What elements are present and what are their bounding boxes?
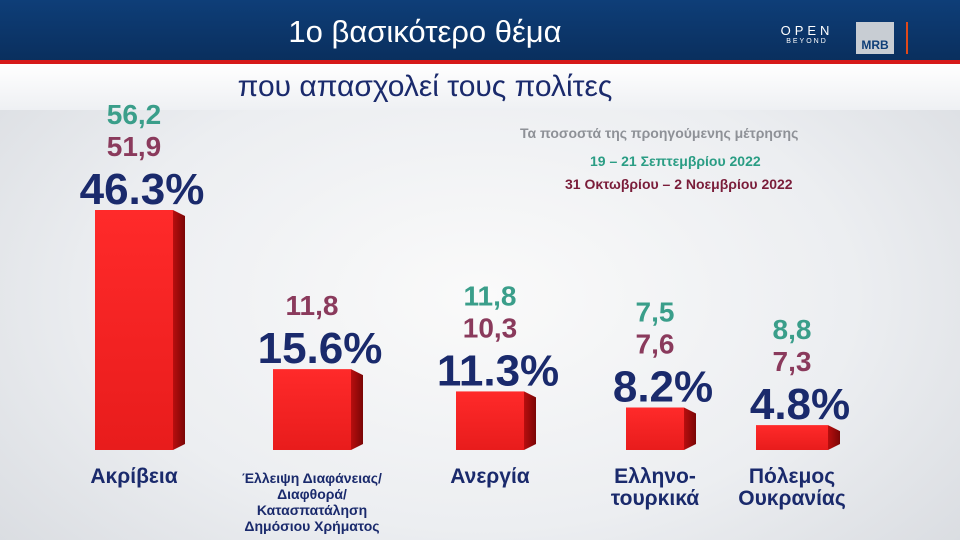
bar <box>273 369 351 450</box>
bar <box>456 391 524 450</box>
value-label: 8.2% <box>613 362 713 411</box>
mrb-logo: MRB <box>856 22 894 54</box>
legend-october: 31 Οκτωβρίου – 2 Νοεμβρίου 2022 <box>565 176 793 192</box>
bar-side <box>351 369 363 450</box>
previous-september-label: 8,8 <box>773 314 812 345</box>
legend-september: 19 – 21 Σεπτεμβρίου 2022 <box>590 153 761 169</box>
category-label: Ουκρανίας <box>738 487 846 510</box>
previous-october-label: 51,9 <box>107 131 162 162</box>
open-beyond-logo: OPEN BEYOND <box>772 24 842 47</box>
subtitle-band: που απασχολεί τους πολίτες <box>0 64 960 110</box>
previous-september-label: 56,2 <box>107 99 162 130</box>
bar <box>756 425 828 450</box>
category-label: τουρκικά <box>611 487 699 510</box>
chart-subtitle: που απασχολεί τους πολίτες <box>237 70 613 103</box>
category-label: Πόλεμος <box>749 465 835 488</box>
category-label: Δημόσιου Χρήματος <box>244 518 379 534</box>
chart-title: 1ο βασικότερο θέμα <box>288 14 562 49</box>
category-label: Ανεργία <box>450 465 530 488</box>
previous-september-label: 11,8 <box>464 280 517 311</box>
value-label: 4.8% <box>750 380 850 429</box>
previous-september-label: 7,5 <box>636 296 675 327</box>
bar-side <box>828 425 840 450</box>
category-label: Διαφθορά/ <box>277 486 347 502</box>
value-label: 11.3% <box>437 346 559 395</box>
bar <box>626 407 684 450</box>
category-label: Ακρίβεια <box>90 465 177 488</box>
legend-note: Τα ποσοστά της προηγούμενης μέτρησης <box>520 125 799 141</box>
category-label: Έλλειψη Διαφάνειας/ <box>242 470 382 486</box>
category-label: Ελληνο- <box>614 465 696 488</box>
bar-side <box>684 407 696 450</box>
open-logo-text: OPEN <box>780 23 834 38</box>
open-logo-tagline: BEYOND <box>786 38 828 45</box>
bar <box>95 210 173 450</box>
previous-october-label: 7,3 <box>773 346 812 377</box>
previous-october-label: 11,8 <box>286 290 339 321</box>
value-label: 15.6% <box>258 324 383 373</box>
category-label: Κατασπατάληση <box>257 502 367 518</box>
bar-side <box>173 210 185 450</box>
previous-october-label: 7,6 <box>636 328 675 359</box>
logo-divider <box>906 22 908 54</box>
header-bar: 1ο βασικότερο θέμα OPEN BEYOND MRB <box>0 0 960 64</box>
previous-october-label: 10,3 <box>463 312 518 343</box>
value-label: 46.3% <box>80 165 205 214</box>
bar-side <box>524 391 536 450</box>
